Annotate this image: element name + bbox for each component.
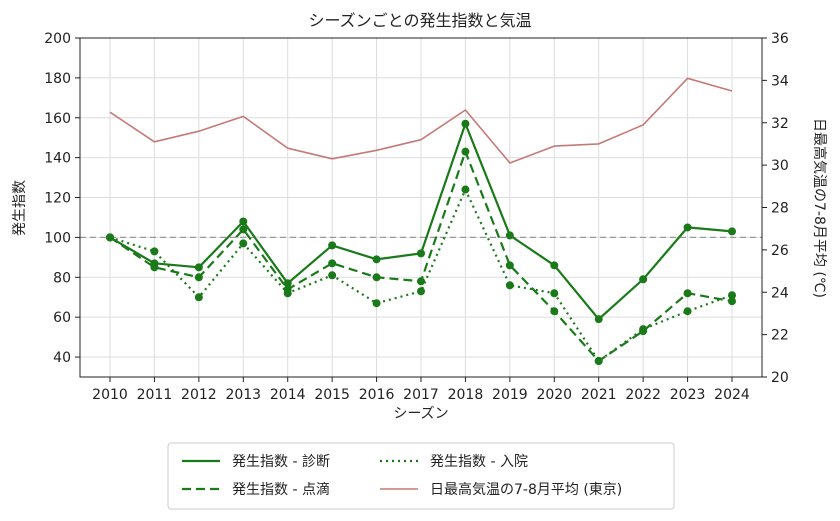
series-2-point-14 bbox=[728, 291, 736, 299]
series-0-point-14 bbox=[728, 227, 736, 235]
x-tick-label-4: 2014 bbox=[270, 387, 306, 403]
right-tick-label-4: 28 bbox=[771, 201, 789, 217]
x-tick-label-6: 2016 bbox=[359, 387, 395, 403]
series-1-point-10 bbox=[550, 307, 558, 315]
legend-box bbox=[168, 443, 674, 509]
y2-axis-title: 日最高気温の7-8月平均 (℃) bbox=[811, 118, 828, 298]
x-tick-label-12: 2022 bbox=[625, 387, 661, 403]
right-tick-label-3: 26 bbox=[771, 243, 789, 259]
left-tick-label-4: 120 bbox=[44, 191, 71, 207]
right-tick-label-7: 34 bbox=[771, 73, 789, 89]
left-axis-ticks: 40 60 80 100 120 140 160 180 200 bbox=[44, 31, 80, 366]
grid-layer bbox=[80, 38, 762, 377]
legend-label-0: 発生指数 - 診断 bbox=[232, 454, 330, 470]
x-tick-label-0: 2010 bbox=[92, 387, 128, 403]
series-2-point-13 bbox=[684, 307, 692, 315]
series-2-point-4 bbox=[284, 289, 292, 297]
series-2-point-10 bbox=[550, 289, 558, 297]
left-tick-label-2: 80 bbox=[53, 270, 71, 286]
series-2-point-11 bbox=[595, 357, 603, 365]
x-tick-label-11: 2021 bbox=[581, 387, 617, 403]
series-2-point-3 bbox=[239, 239, 247, 247]
left-tick-label-7: 180 bbox=[44, 71, 71, 87]
series-1-point-1 bbox=[150, 263, 158, 271]
series-1-point-13 bbox=[684, 289, 692, 297]
series-2-point-12 bbox=[639, 325, 647, 333]
x-tick-label-7: 2017 bbox=[403, 387, 439, 403]
right-tick-label-6: 32 bbox=[771, 116, 789, 132]
series-2-point-1 bbox=[150, 247, 158, 255]
right-tick-label-8: 36 bbox=[771, 31, 789, 47]
x-axis-title: シーズン bbox=[393, 406, 448, 422]
chart-title: シーズンごとの発生指数と気温 bbox=[308, 11, 531, 30]
x-tick-label-3: 2013 bbox=[225, 387, 261, 403]
x-tick-label-2: 2012 bbox=[181, 387, 217, 403]
right-tick-label-0: 20 bbox=[771, 370, 789, 386]
y-axis-title: 発生指数 bbox=[12, 180, 28, 236]
series-1-point-3 bbox=[239, 225, 247, 233]
series-0-point-9 bbox=[506, 231, 514, 239]
x-tick-label-9: 2019 bbox=[492, 387, 528, 403]
right-tick-label-1: 22 bbox=[771, 328, 789, 344]
series-0-point-12 bbox=[639, 275, 647, 283]
x-axis-ticks: 2010 2011 2012 2013 2014 2015 2016 2017 2018 2019… bbox=[92, 377, 750, 403]
legend-label-3: 日最高気温の7-8月平均 (東京) bbox=[430, 481, 622, 498]
left-tick-label-6: 160 bbox=[44, 111, 71, 127]
series-1-point-6 bbox=[373, 273, 381, 281]
series-2-point-2 bbox=[195, 293, 203, 301]
x-tick-label-1: 2011 bbox=[137, 387, 173, 403]
left-tick-label-0: 40 bbox=[53, 350, 71, 366]
series-2-point-6 bbox=[373, 299, 381, 307]
series-1-point-2 bbox=[195, 273, 203, 281]
series-1-point-9 bbox=[506, 261, 514, 269]
x-tick-label-14: 2024 bbox=[714, 387, 750, 403]
legend-label-1: 発生指数 - 点滴 bbox=[232, 481, 330, 498]
series-2-point-0 bbox=[106, 233, 114, 241]
series-1-point-8 bbox=[461, 148, 469, 156]
series-2-point-9 bbox=[506, 281, 514, 289]
series-2-point-5 bbox=[328, 271, 336, 279]
series-0-point-5 bbox=[328, 241, 336, 249]
series-1-point-7 bbox=[417, 277, 425, 285]
series-0-point-7 bbox=[417, 249, 425, 257]
x-tick-label-10: 2020 bbox=[536, 387, 572, 403]
left-tick-label-8: 200 bbox=[44, 31, 71, 47]
legend-label-2: 発生指数 - 入院 bbox=[430, 454, 528, 470]
x-tick-label-13: 2023 bbox=[670, 387, 706, 403]
series-0-point-3 bbox=[239, 217, 247, 225]
right-tick-label-5: 30 bbox=[771, 158, 789, 174]
series-0-point-6 bbox=[373, 255, 381, 263]
series-0-point-11 bbox=[595, 315, 603, 323]
series-2-point-7 bbox=[417, 287, 425, 295]
series-0-point-2 bbox=[195, 263, 203, 271]
left-tick-label-5: 140 bbox=[44, 151, 71, 167]
left-tick-label-1: 60 bbox=[53, 310, 71, 326]
right-axis-ticks: 20 22 24 26 28 30 32 34 36 bbox=[762, 31, 789, 386]
series-1-point-5 bbox=[328, 259, 336, 267]
x-tick-label-5: 2015 bbox=[314, 387, 350, 403]
left-tick-label-3: 100 bbox=[44, 230, 71, 246]
series-0-point-8 bbox=[461, 120, 469, 128]
x-tick-label-8: 2018 bbox=[448, 387, 484, 403]
series-0-point-13 bbox=[684, 223, 692, 231]
series-2-point-8 bbox=[461, 186, 469, 194]
series-0-point-10 bbox=[550, 261, 558, 269]
right-tick-label-2: 24 bbox=[771, 285, 789, 301]
